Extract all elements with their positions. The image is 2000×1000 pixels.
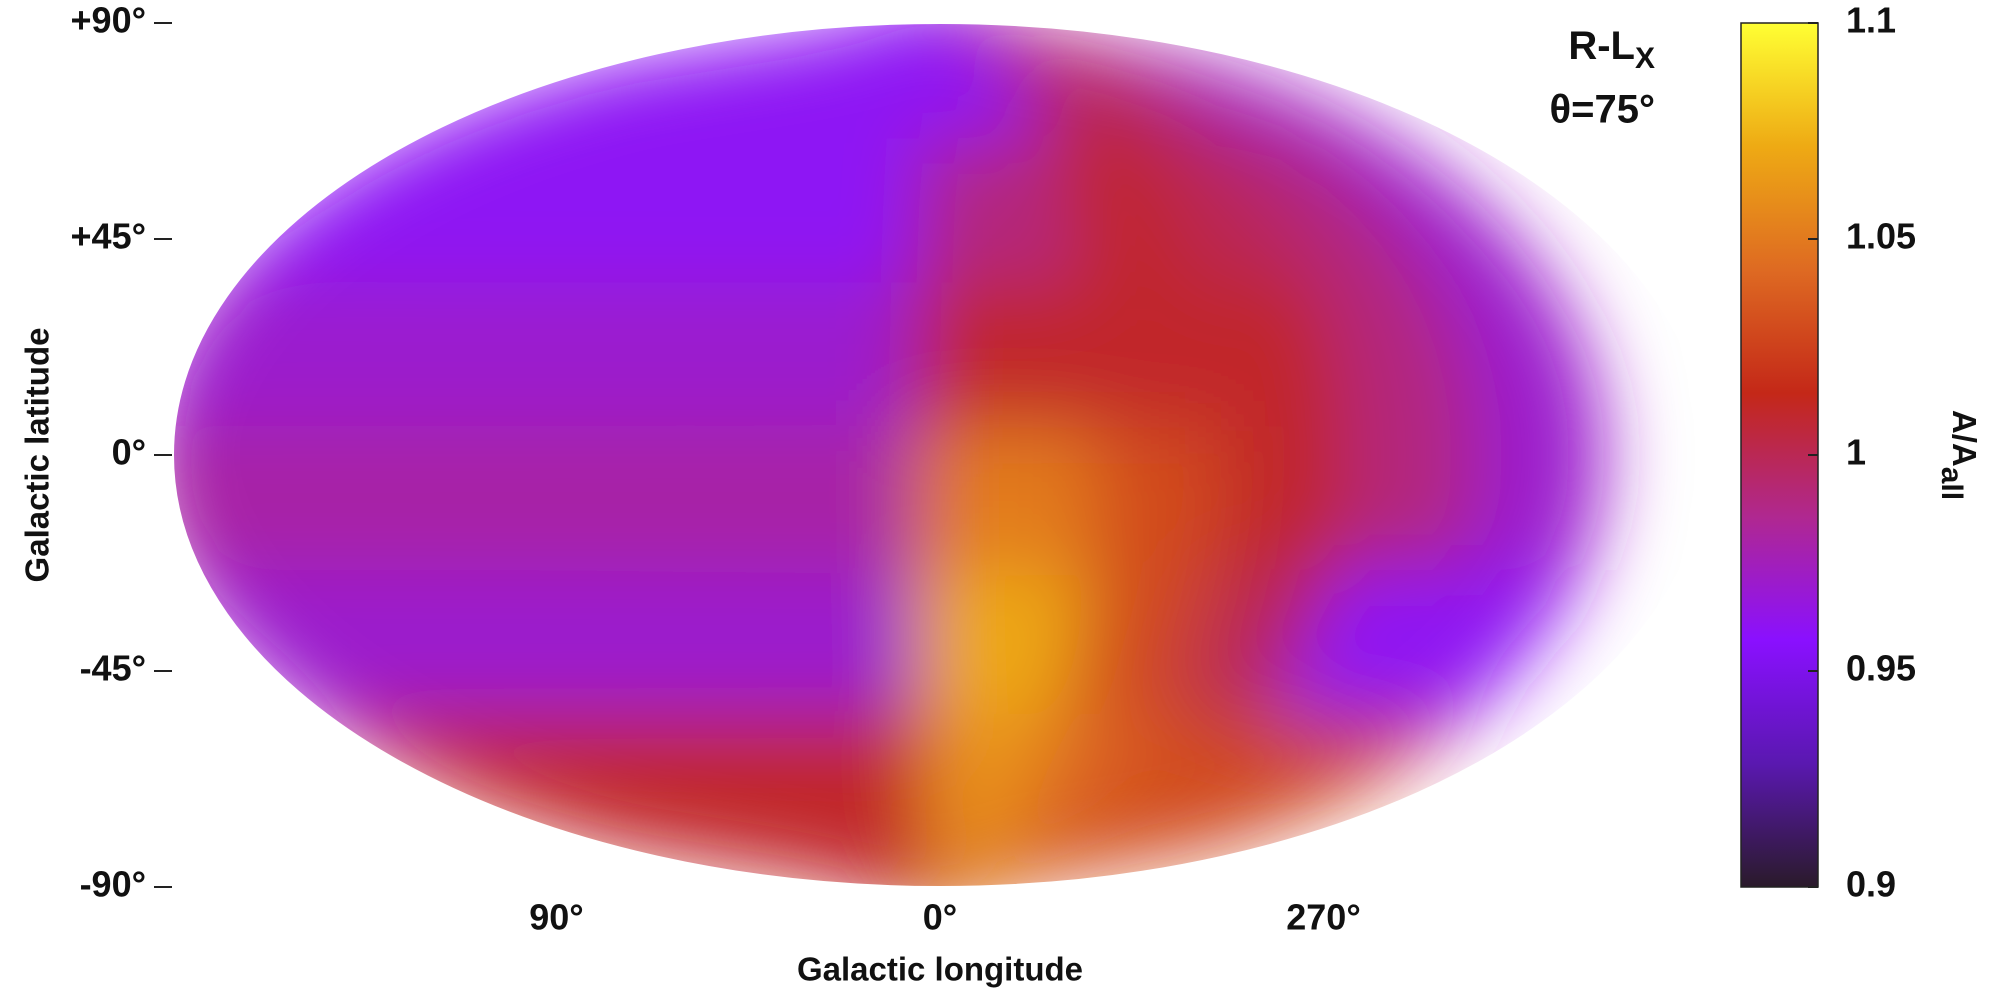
sky-cell (940, 714, 1165, 887)
y-tick-label: -90° (80, 864, 146, 905)
sky-cell (940, 714, 1268, 887)
x-axis-label: Galactic longitude (797, 951, 1083, 988)
colorbar-label-text: A/A (1946, 410, 1983, 467)
colorbar (1740, 22, 1819, 888)
x-tick-label: 90° (529, 897, 583, 938)
colorbar-tick-label: 0.95 (1846, 648, 1916, 689)
colorbar-label-subscript: all (1935, 467, 1968, 500)
sky-cell (919, 714, 1063, 887)
annotation: θ=75° (1550, 88, 1655, 132)
y-tick-label: +90° (71, 0, 146, 41)
sky-cell (940, 714, 1472, 887)
colorbar-tick-label: 1.05 (1846, 216, 1916, 257)
colorbar-label: A/Aall (1935, 410, 1983, 500)
colorbar-tick-label: 0.9 (1846, 864, 1896, 905)
colorbar-tick-label: 1 (1846, 432, 1866, 473)
x-tick-label: 0° (923, 897, 957, 938)
y-tick-label: -45° (80, 648, 146, 689)
y-axis-label: Galactic latitude (19, 328, 56, 583)
sky-map (173, 23, 1605, 887)
x-tick-label: 270° (1286, 897, 1360, 938)
annotation-subscript: X (1635, 42, 1655, 75)
y-tick-label: 0° (112, 432, 146, 473)
annotation: R-LX (1568, 24, 1655, 75)
annotation-text: R-L (1568, 24, 1635, 68)
sky-outline (172, 22, 1708, 888)
y-tick-label: +45° (71, 216, 146, 257)
colorbar-tick-label: 1.1 (1846, 0, 1896, 41)
